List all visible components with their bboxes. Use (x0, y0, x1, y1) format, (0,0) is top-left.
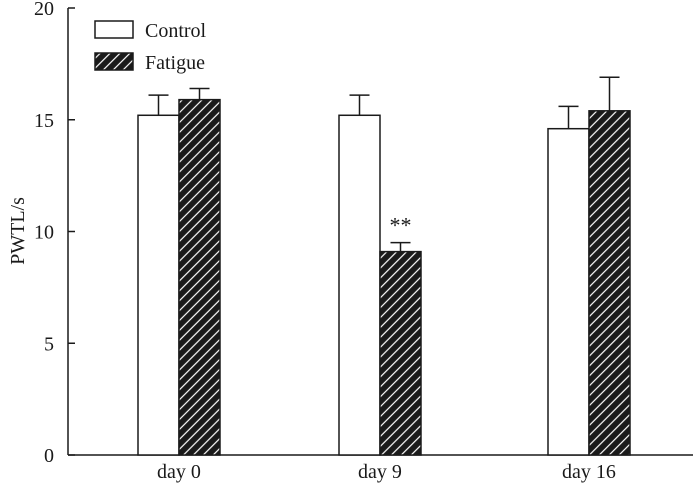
bar-control-day-16 (547, 127, 590, 456)
significance-annotation: ** (390, 213, 412, 238)
bar-fatigue-day-16 (588, 110, 631, 456)
x-tick-label: day 16 (562, 461, 616, 483)
legend-label-control: Control (145, 20, 207, 42)
bar-control-day-0 (137, 114, 180, 456)
y-tick-label: 20 (34, 0, 54, 20)
x-tick-label: day 9 (358, 461, 402, 483)
legend-swatch-control (94, 20, 134, 39)
bar-fatigue-day-9 (379, 250, 422, 456)
y-axis-label: PWTL/s (7, 197, 29, 265)
y-tick-label: 0 (44, 445, 54, 467)
bar-control-day-9 (338, 114, 381, 456)
y-tick-label: 15 (34, 110, 54, 132)
legend-swatch-fatigue (94, 52, 134, 71)
bar-fatigue-day-0 (178, 98, 221, 456)
y-tick-label: 10 (34, 222, 54, 244)
plot-area: 0 5 10 15 20 day 0 day 9 day 16 ** (34, 0, 693, 483)
legend: Control Fatigue (94, 20, 207, 74)
y-tick-label: 5 (44, 333, 54, 355)
legend-label-fatigue: Fatigue (145, 52, 205, 74)
x-tick-label: day 0 (157, 461, 201, 483)
